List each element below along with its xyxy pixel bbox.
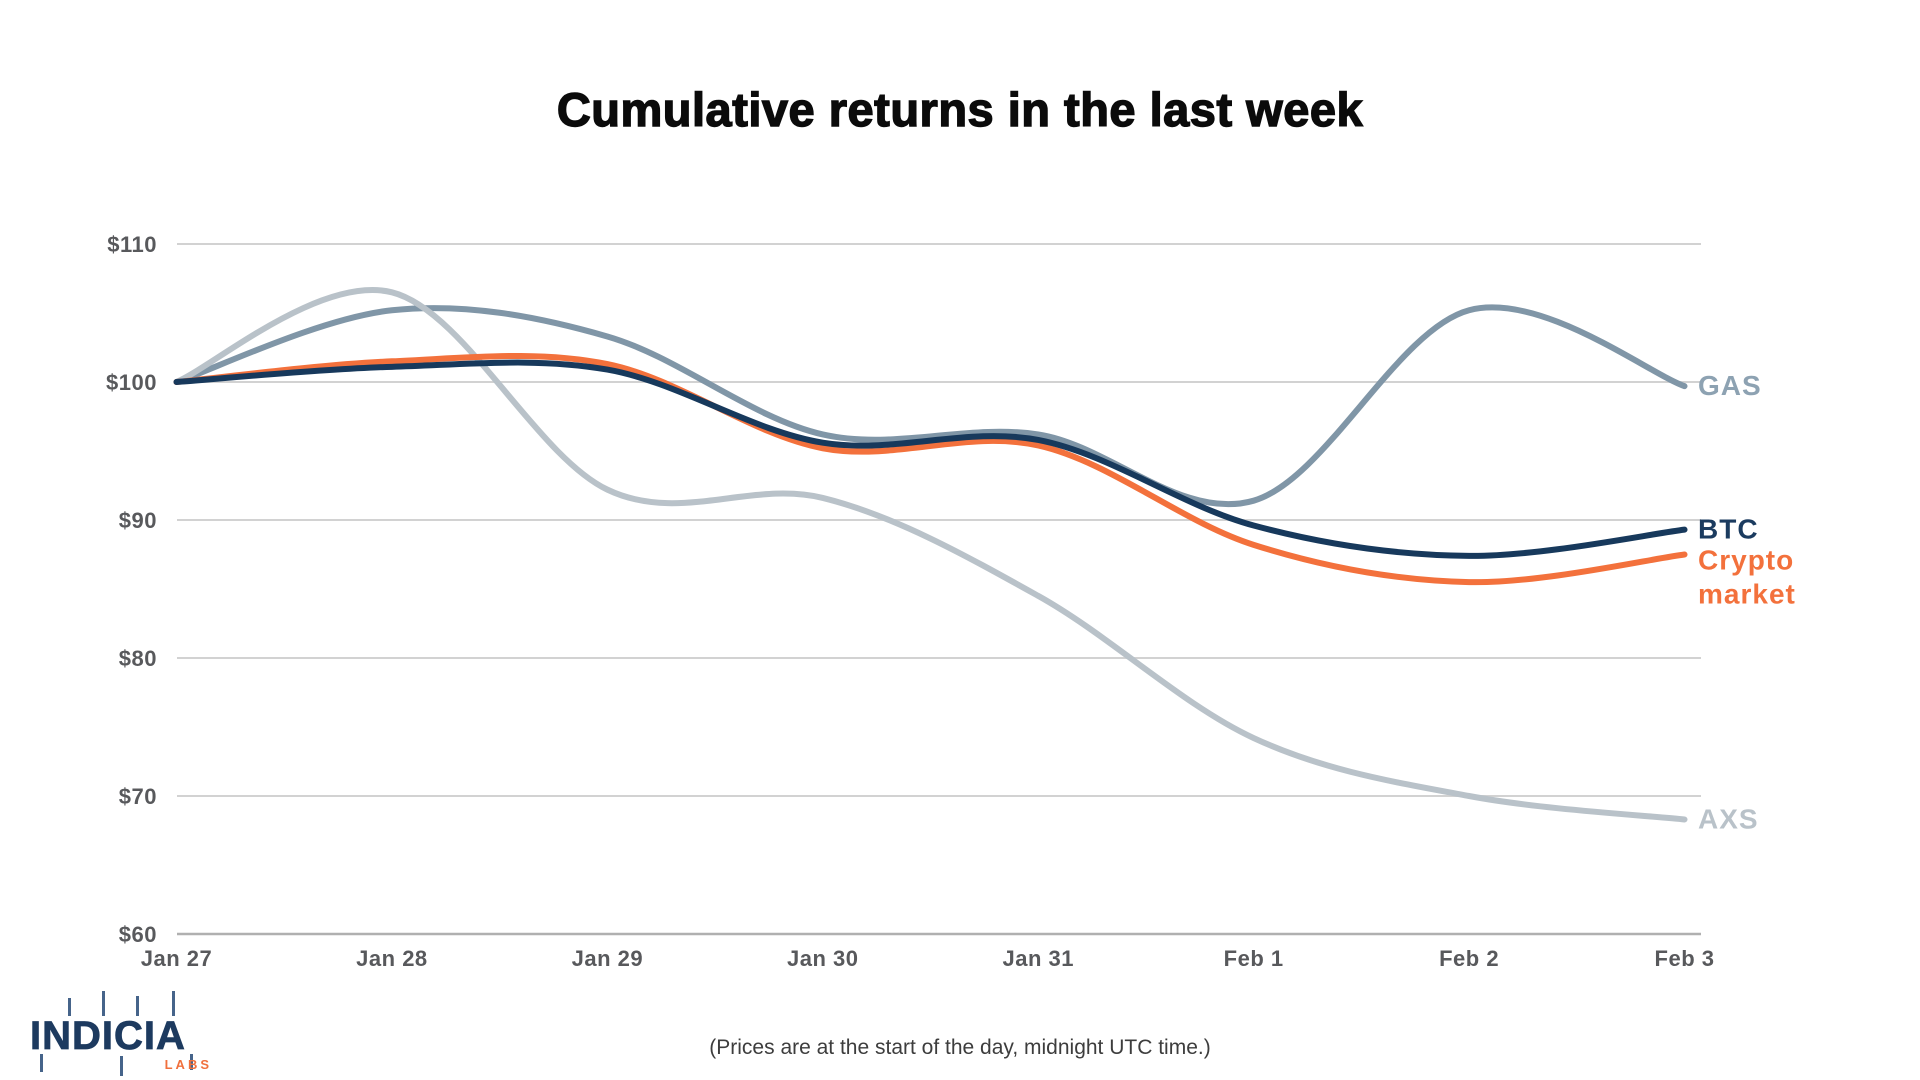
candlestick-wick-icon	[136, 996, 139, 1016]
series-label-btc: BTC	[1698, 514, 1759, 545]
series-label-crypto-market-2: market	[1698, 579, 1796, 610]
chart-footnote: (Prices are at the start of the day, mid…	[709, 1036, 1211, 1059]
x-tick-label-jan-28: Jan 28	[356, 946, 428, 971]
chart-title: Cumulative returns in the last week	[556, 82, 1364, 136]
y-tick-label-70: $70	[119, 784, 157, 809]
candlestick-wick-icon	[190, 1054, 193, 1070]
logo-wordmark: INDICIA	[30, 1014, 186, 1058]
y-tick-label-80: $80	[119, 646, 157, 671]
series-line-crypto-market	[173, 352, 1688, 586]
series-line-gas	[173, 304, 1688, 508]
x-tick-label-jan-31: Jan 31	[1002, 946, 1074, 971]
candlestick-wick-icon	[102, 991, 105, 1016]
indicia-labs-logo: INDICIA LABS	[30, 991, 230, 1076]
x-tick-label-feb-2: Feb 2	[1439, 946, 1499, 971]
series-label-axs: AXS	[1698, 803, 1759, 834]
candlestick-wick-icon	[172, 991, 175, 1016]
candlestick-wick-icon	[40, 1054, 43, 1072]
y-tick-label-60: $60	[119, 922, 157, 947]
series-label-crypto-market-1: Crypto	[1698, 545, 1794, 576]
y-tick-label-90: $90	[119, 508, 157, 533]
x-tick-label-feb-3: Feb 3	[1655, 946, 1715, 971]
candlestick-wick-icon	[120, 1056, 123, 1076]
y-tick-label-100: $100	[106, 370, 157, 395]
series-label-gas: GAS	[1698, 370, 1762, 401]
candlestick-wick-icon	[68, 998, 71, 1016]
x-tick-label-jan-30: Jan 30	[787, 946, 859, 971]
x-tick-label-jan-29: Jan 29	[572, 946, 644, 971]
series-line-axs	[173, 287, 1688, 823]
x-tick-label-feb-1: Feb 1	[1224, 946, 1284, 971]
series-line-btc	[173, 359, 1688, 559]
x-tick-label-jan-27: Jan 27	[141, 946, 213, 971]
logo-sub-label: LABS	[164, 1057, 212, 1072]
y-tick-label-110: $110	[107, 232, 157, 257]
